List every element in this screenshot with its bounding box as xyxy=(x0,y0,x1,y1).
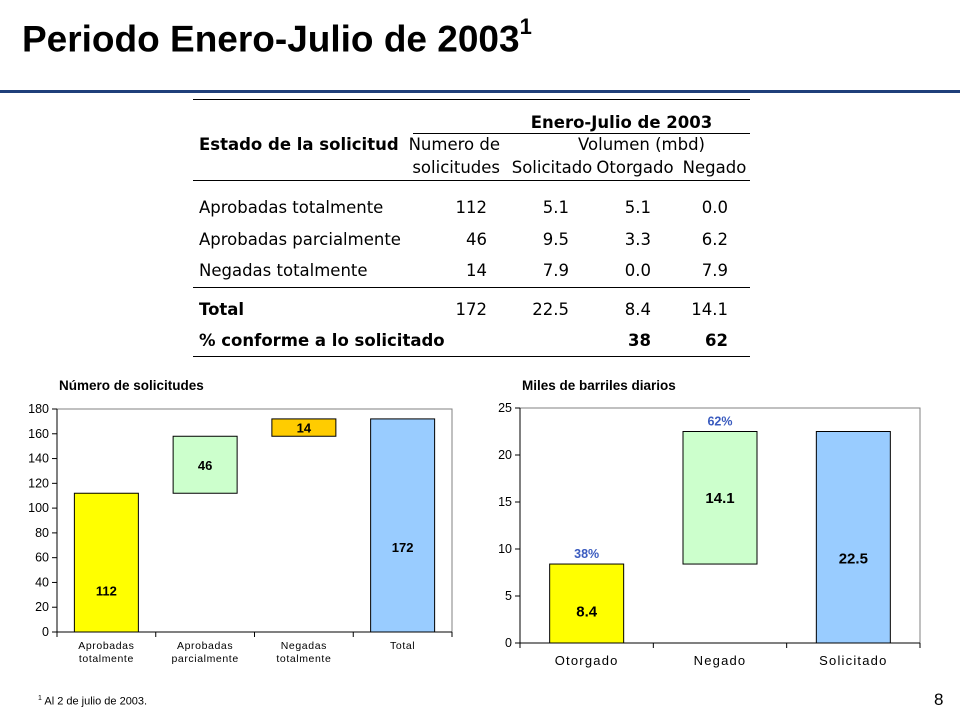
total-label: Total xyxy=(199,300,245,319)
bar-value-label: 112 xyxy=(96,583,117,598)
page-title-text: Periodo Enero-Julio de 2003 xyxy=(22,18,520,60)
y-tick-label: 40 xyxy=(35,575,49,589)
group-header: Enero-Julio de 2003 xyxy=(530,113,713,132)
y-tick-label: 20 xyxy=(35,600,49,614)
col-header-otorgado: Otorgado xyxy=(596,158,674,177)
row-label: Negadas totalmente xyxy=(199,261,368,280)
row-label: Aprobadas totalmente xyxy=(199,198,384,217)
x-category-label: parcialmente xyxy=(171,653,238,665)
chart-solicitudes: 020406080100120140160180112Aprobadastota… xyxy=(28,402,453,665)
y-tick-label: 20 xyxy=(498,448,512,462)
x-category-label: Solicitado xyxy=(819,653,887,668)
bar-value-label: 14 xyxy=(297,421,312,436)
row-solicitado: 5.1 xyxy=(542,198,569,217)
y-tick-label: 25 xyxy=(498,401,512,415)
bar-value-label: 46 xyxy=(198,458,212,473)
y-tick-label: 15 xyxy=(498,495,512,509)
percent-negado: 62 xyxy=(705,331,728,350)
bar-percent-label: 38% xyxy=(574,547,599,561)
col-header-negado: Negado xyxy=(682,158,747,177)
y-tick-label: 60 xyxy=(35,551,49,565)
bar-value-label: 172 xyxy=(392,540,414,555)
y-tick-label: 180 xyxy=(28,402,49,416)
row-solicitado: 9.5 xyxy=(542,230,569,249)
row-numero: 14 xyxy=(466,261,487,280)
y-tick-label: 160 xyxy=(28,427,49,441)
page-title: Periodo Enero-Julio de 20031 xyxy=(22,14,532,60)
x-category-label: Negadas xyxy=(281,640,327,652)
x-category-label: totalmente xyxy=(276,653,331,665)
bar xyxy=(172,435,238,494)
row-negado: 6.2 xyxy=(701,230,728,249)
bar-percent-label: 62% xyxy=(707,415,732,429)
bar-value-label: 14.1 xyxy=(705,490,734,507)
y-tick-label: 5 xyxy=(505,589,512,603)
row-numero: 46 xyxy=(466,230,487,249)
x-category-label: Aprobadas xyxy=(177,640,233,652)
row-otorgado: 3.3 xyxy=(624,230,651,249)
total-rule xyxy=(193,287,750,288)
row-solicitado: 7.9 xyxy=(542,261,569,280)
total-otorgado: 8.4 xyxy=(624,300,651,319)
bar xyxy=(370,418,436,633)
chart2-title: Miles de barriles diarios xyxy=(522,378,676,393)
chart-barriles: 0 5 10 15 20 25 8.4 38% Otorgado 14.1 62% Negado 22.… xyxy=(498,401,921,668)
x-category-label: Total xyxy=(390,640,415,652)
y-tick-label: 80 xyxy=(35,526,49,540)
chart1-title: Número de solicitudes xyxy=(59,378,204,393)
page-number: 8 xyxy=(934,690,944,709)
bar xyxy=(73,492,139,633)
total-solicitado: 22.5 xyxy=(532,300,569,319)
percent-otorgado: 38 xyxy=(628,331,651,350)
bar xyxy=(549,563,625,644)
title-footnote-marker: 1 xyxy=(519,14,532,39)
x-category-label: Negado xyxy=(694,653,747,668)
row-otorgado: 0.0 xyxy=(624,261,651,280)
footnote-marker: 1 xyxy=(38,695,42,702)
total-negado: 14.1 xyxy=(691,300,728,319)
table-bottom-rule xyxy=(193,356,750,357)
footnote-text: Al 2 de julio de 2003. xyxy=(44,695,148,708)
row-negado: 7.9 xyxy=(701,261,728,280)
bar xyxy=(271,418,337,437)
x-category-label: Aprobadas xyxy=(78,640,134,652)
col-header-estado: Estado de la solicitud xyxy=(199,135,399,154)
y-tick-label: 100 xyxy=(28,501,49,515)
summary-table: Enero-Julio de 2003 Estado de la solicit… xyxy=(193,99,750,357)
x-category-label: totalmente xyxy=(79,653,134,665)
y-tick-label: 140 xyxy=(28,452,49,466)
bar-value-label: 22.5 xyxy=(839,550,868,567)
col-header-volumen: Volumen (mbd) xyxy=(578,135,705,154)
bar xyxy=(815,431,891,644)
header-rule xyxy=(193,180,750,181)
total-numero: 172 xyxy=(455,300,488,319)
row-numero: 112 xyxy=(455,198,488,217)
col-header-numero-2: solicitudes xyxy=(412,158,500,177)
percent-label: % conforme a lo solicitado xyxy=(199,331,445,350)
row-label: Aprobadas parcialmente xyxy=(199,230,401,249)
col-header-solicitado: Solicitado xyxy=(511,158,593,177)
group-header-rule xyxy=(413,133,750,134)
row-otorgado: 5.1 xyxy=(624,198,651,217)
y-tick-label: 0 xyxy=(42,625,49,639)
bar-value-label: 8.4 xyxy=(576,603,598,620)
title-divider xyxy=(0,90,960,93)
table-top-rule xyxy=(193,99,750,100)
y-tick-label: 120 xyxy=(28,476,49,490)
col-header-numero-1: Numero de xyxy=(408,135,500,154)
y-tick-label: 10 xyxy=(498,542,512,556)
bar xyxy=(682,431,758,565)
x-category-label: Otorgado xyxy=(555,653,619,668)
y-tick-label: 0 xyxy=(505,636,512,650)
row-negado: 0.0 xyxy=(701,198,728,217)
footnote: 1 Al 2 de julio de 2003. xyxy=(38,695,147,708)
